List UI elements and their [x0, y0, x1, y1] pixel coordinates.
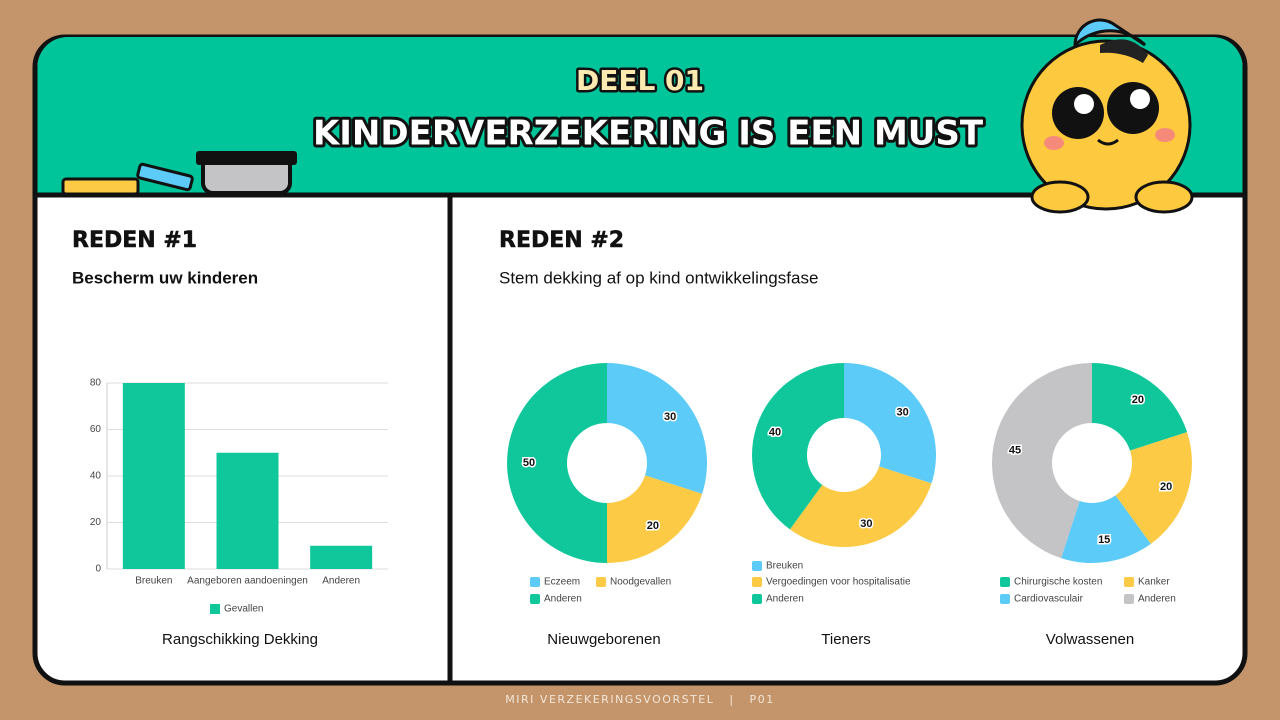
- legend-label: Noodgevallen: [610, 577, 671, 588]
- legend-label: Gevallen: [224, 604, 263, 615]
- y-tick-label: 40: [90, 471, 102, 482]
- decor-pot: [201, 158, 292, 195]
- data-label: 30: [664, 411, 676, 423]
- data-label: 20: [1132, 394, 1144, 406]
- data-label: 30: [897, 406, 909, 418]
- legend-swatch: [530, 594, 540, 604]
- legend-swatch: [752, 577, 762, 587]
- chart-title: Tieners: [821, 631, 870, 648]
- chart-title: Nieuwgeborenen: [547, 631, 660, 648]
- data-label: 20: [1160, 481, 1172, 493]
- data-label: 45: [1009, 445, 1021, 457]
- data-label: 20: [647, 520, 659, 532]
- legend-label: Anderen: [544, 594, 582, 605]
- donut-slice: [991, 363, 1092, 559]
- legend-swatch: [1124, 594, 1134, 604]
- bar: [122, 383, 185, 569]
- legend-swatch: [752, 594, 762, 604]
- y-tick-label: 20: [90, 517, 102, 528]
- header-band: [37, 37, 1243, 195]
- decor-pot-lid: [196, 151, 297, 165]
- legend-swatch: [752, 561, 762, 571]
- donut-slice: [507, 363, 607, 563]
- legend-label: Cardiovasculair: [1014, 594, 1084, 605]
- donut-slice: [752, 363, 844, 530]
- legend-label: Eczeem: [544, 577, 580, 588]
- legend-label: Anderen: [766, 594, 804, 605]
- legend-swatch: [1000, 577, 1010, 587]
- chart-title: Volwassenen: [1046, 631, 1134, 648]
- donut-slice: [1115, 432, 1192, 544]
- legend-label: Anderen: [1138, 594, 1176, 605]
- donut-slice: [1092, 363, 1188, 451]
- bar: [216, 452, 279, 569]
- legend-label: Breuken: [766, 561, 803, 572]
- section-heading: REDEN #1: [72, 228, 197, 253]
- y-tick-label: 60: [90, 424, 102, 435]
- donut-slice: [607, 475, 703, 563]
- x-tick-label: Aangeboren aandoeningen: [187, 576, 308, 587]
- legend-swatch: [530, 577, 540, 587]
- decor-bar: [136, 162, 194, 192]
- donut-slice: [1061, 495, 1151, 564]
- bar: [310, 545, 373, 569]
- data-label: 50: [523, 457, 535, 469]
- legend-swatch: [210, 604, 220, 614]
- y-tick-label: 80: [90, 378, 102, 389]
- legend-swatch: [1124, 577, 1134, 587]
- chart-title: Rangschikking Dekking: [162, 631, 318, 648]
- section-subheading: Stem dekking af op kind ontwikkelingsfas…: [499, 268, 818, 287]
- section-subheading: Bescherm uw kinderen: [72, 268, 258, 287]
- legend-label: Vergoedingen voor hospitalisatie: [766, 577, 911, 588]
- x-tick-label: Anderen: [322, 576, 360, 587]
- mascot: [1020, 18, 1194, 214]
- y-tick-label: 0: [95, 564, 101, 575]
- x-tick-label: Breuken: [135, 576, 172, 587]
- footer: MIRI VERZEKERINGSVOORSTEL | P01: [505, 693, 774, 706]
- legend-label: Kanker: [1138, 577, 1170, 588]
- legend-label: Chirurgische kosten: [1014, 577, 1102, 588]
- kicker: DEEL 01: [576, 64, 704, 97]
- slide-title: KINDERVERZEKERING IS EEN MUST: [313, 114, 984, 154]
- data-label: 30: [860, 518, 872, 530]
- donut-slice: [607, 363, 708, 494]
- decor-bar: [61, 177, 140, 196]
- data-label: 40: [769, 427, 781, 439]
- section-heading: REDEN #2: [499, 228, 624, 253]
- legend-swatch: [596, 577, 606, 587]
- data-label: 15: [1098, 534, 1110, 546]
- donut-slice: [844, 363, 936, 484]
- donut-slice: [789, 466, 932, 547]
- legend-swatch: [1000, 594, 1010, 604]
